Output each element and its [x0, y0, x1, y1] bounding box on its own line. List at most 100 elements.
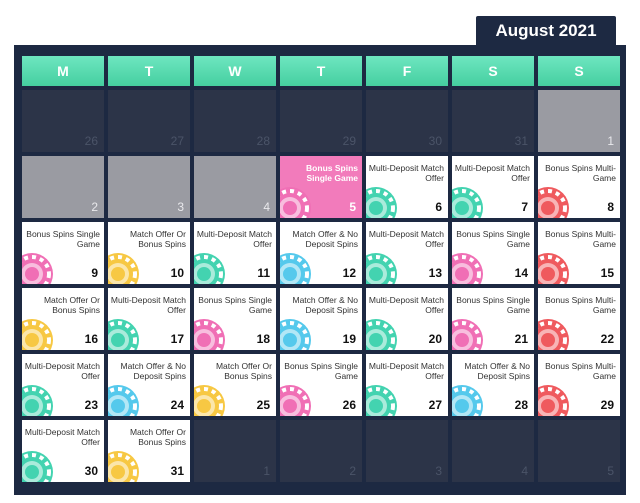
calendar-day: 27: [108, 90, 190, 152]
casino-chip-icon: [366, 187, 397, 218]
calendar-day-offer[interactable]: Multi-Deposit Match Offer 13: [366, 222, 448, 284]
calendar-day-offer[interactable]: Multi-Deposit Match Offer 20: [366, 288, 448, 350]
calendar-day-offer[interactable]: Bonus Spins Single Game 5: [280, 156, 362, 218]
calendar-day-offer[interactable]: Multi-Deposit Match Offer 30: [22, 420, 104, 482]
casino-chip-icon: [108, 319, 139, 350]
casino-chip-icon: [538, 187, 569, 218]
casino-chip-icon: [280, 319, 311, 350]
casino-chip-icon: [194, 253, 225, 284]
casino-chip-icon: [194, 385, 225, 416]
day-number: 9: [91, 266, 98, 280]
day-number: 10: [170, 266, 184, 280]
day-number: 21: [514, 332, 528, 346]
calendar-day-offer[interactable]: Match Offer Or Bonus Spins 16: [22, 288, 104, 350]
day-number: 24: [170, 398, 184, 412]
calendar-day-offer[interactable]: Bonus Spins Multi-Game 22: [538, 288, 620, 350]
casino-chip-icon: [538, 319, 569, 350]
offer-title: Bonus Spins Single Game: [456, 295, 530, 315]
day-number: 31: [170, 464, 184, 478]
calendar-day: 4: [194, 156, 276, 218]
calendar-day: 31: [452, 90, 534, 152]
calendar-day-offer[interactable]: Match Offer & No Deposit Spins 24: [108, 354, 190, 416]
calendar-day-offer[interactable]: Match Offer & No Deposit Spins 19: [280, 288, 362, 350]
casino-chip-icon: [366, 319, 397, 350]
day-number: 28: [514, 398, 528, 412]
calendar-day-offer[interactable]: Match Offer Or Bonus Spins 31: [108, 420, 190, 482]
calendar-day-offer[interactable]: Bonus Spins Single Game 21: [452, 288, 534, 350]
offer-title: Multi-Deposit Match Offer: [368, 361, 444, 381]
calendar-day: 30: [366, 90, 448, 152]
calendar-day-offer[interactable]: Bonus Spins Single Game 26: [280, 354, 362, 416]
offer-title: Match Offer Or Bonus Spins: [129, 427, 186, 447]
calendar-day-offer[interactable]: Bonus Spins Multi-Game 29: [538, 354, 620, 416]
day-number: 30: [428, 134, 442, 148]
casino-chip-icon: [194, 319, 225, 350]
offer-title: Multi-Deposit Match Offer: [368, 295, 444, 315]
calendar-day-offer[interactable]: Match Offer Or Bonus Spins 25: [194, 354, 276, 416]
calendar-day-offer[interactable]: Bonus Spins Single Game 18: [194, 288, 276, 350]
casino-chip-icon: [108, 253, 139, 284]
day-number: 7: [521, 200, 528, 214]
day-number: 1: [607, 134, 614, 148]
calendar-day-offer[interactable]: Bonus Spins Multi-Game 15: [538, 222, 620, 284]
casino-chip-icon: [452, 319, 483, 350]
calendar-day-offer[interactable]: Multi-Deposit Match Offer 6: [366, 156, 448, 218]
calendar-day-offer[interactable]: Bonus Spins Multi-Game 8: [538, 156, 620, 218]
day-number: 11: [257, 266, 270, 280]
day-number: 2: [91, 200, 98, 214]
calendar-day: 1: [194, 420, 276, 482]
calendar-day-offer[interactable]: Multi-Deposit Match Offer 7: [452, 156, 534, 218]
calendar-day-offer[interactable]: Match Offer & No Deposit Spins 12: [280, 222, 362, 284]
calendar-day-offer[interactable]: Multi-Deposit Match Offer 11: [194, 222, 276, 284]
offer-title: Match Offer & No Deposit Spins: [464, 361, 530, 381]
offer-title: Bonus Spins Multi-Game: [545, 229, 616, 249]
day-number: 19: [342, 332, 356, 346]
day-number: 1: [263, 464, 270, 478]
offer-title: Match Offer Or Bonus Spins: [43, 295, 100, 315]
calendar-day-offer[interactable]: Match Offer Or Bonus Spins 10: [108, 222, 190, 284]
casino-chip-icon: [280, 253, 311, 284]
day-number: 27: [170, 134, 184, 148]
calendar-day: 26: [22, 90, 104, 152]
offer-title: Bonus Spins Single Game: [456, 229, 530, 249]
day-number: 25: [256, 398, 270, 412]
calendar-day: 28: [194, 90, 276, 152]
day-number: 26: [84, 134, 98, 148]
casino-chip-icon: [280, 187, 311, 218]
offer-title: Bonus Spins Multi-Game: [545, 295, 616, 315]
month-title: August 2021: [476, 16, 616, 46]
offer-title: Match Offer Or Bonus Spins: [215, 361, 272, 381]
day-number: 18: [256, 332, 270, 346]
day-header-tue: T: [108, 56, 190, 86]
offer-title: Bonus Spins Single Game: [198, 295, 272, 315]
casino-chip-icon: [108, 451, 139, 482]
calendar-day-offer[interactable]: Multi-Deposit Match Offer 23: [22, 354, 104, 416]
calendar-day: 3: [108, 156, 190, 218]
offer-title: Multi-Deposit Match Offer: [454, 163, 530, 183]
day-number: 26: [342, 398, 356, 412]
casino-chip-icon: [366, 253, 397, 284]
day-number: 29: [600, 398, 614, 412]
day-number: 12: [342, 266, 356, 280]
day-number: 5: [607, 464, 614, 478]
offer-title: Match Offer & No Deposit Spins: [120, 361, 186, 381]
day-number: 16: [84, 332, 98, 346]
offer-title: Match Offer & No Deposit Spins: [292, 229, 358, 249]
day-number: 6: [435, 200, 442, 214]
day-header-wed: W: [194, 56, 276, 86]
calendar-day-offer[interactable]: Multi-Deposit Match Offer 17: [108, 288, 190, 350]
calendar-day-offer[interactable]: Multi-Deposit Match Offer 27: [366, 354, 448, 416]
day-number: 3: [435, 464, 442, 478]
offer-title: Multi-Deposit Match Offer: [110, 295, 186, 315]
day-number: 4: [521, 464, 528, 478]
calendar-day-offer[interactable]: Bonus Spins Single Game 9: [22, 222, 104, 284]
calendar-grid: M T W T F S S 26 27 28 29 30 31 1 2 3 4 Bonus Spin…: [22, 56, 620, 482]
casino-chip-icon: [280, 385, 311, 416]
calendar-day: 2: [280, 420, 362, 482]
calendar-day-offer[interactable]: Match Offer & No Deposit Spins 28: [452, 354, 534, 416]
calendar-day: 2: [22, 156, 104, 218]
calendar-day-offer[interactable]: Bonus Spins Single Game 14: [452, 222, 534, 284]
calendar-panel: M T W T F S S 26 27 28 29 30 31 1 2 3 4 Bonus Spin…: [14, 45, 626, 495]
casino-chip-icon: [366, 385, 397, 416]
day-number: 5: [349, 200, 356, 214]
